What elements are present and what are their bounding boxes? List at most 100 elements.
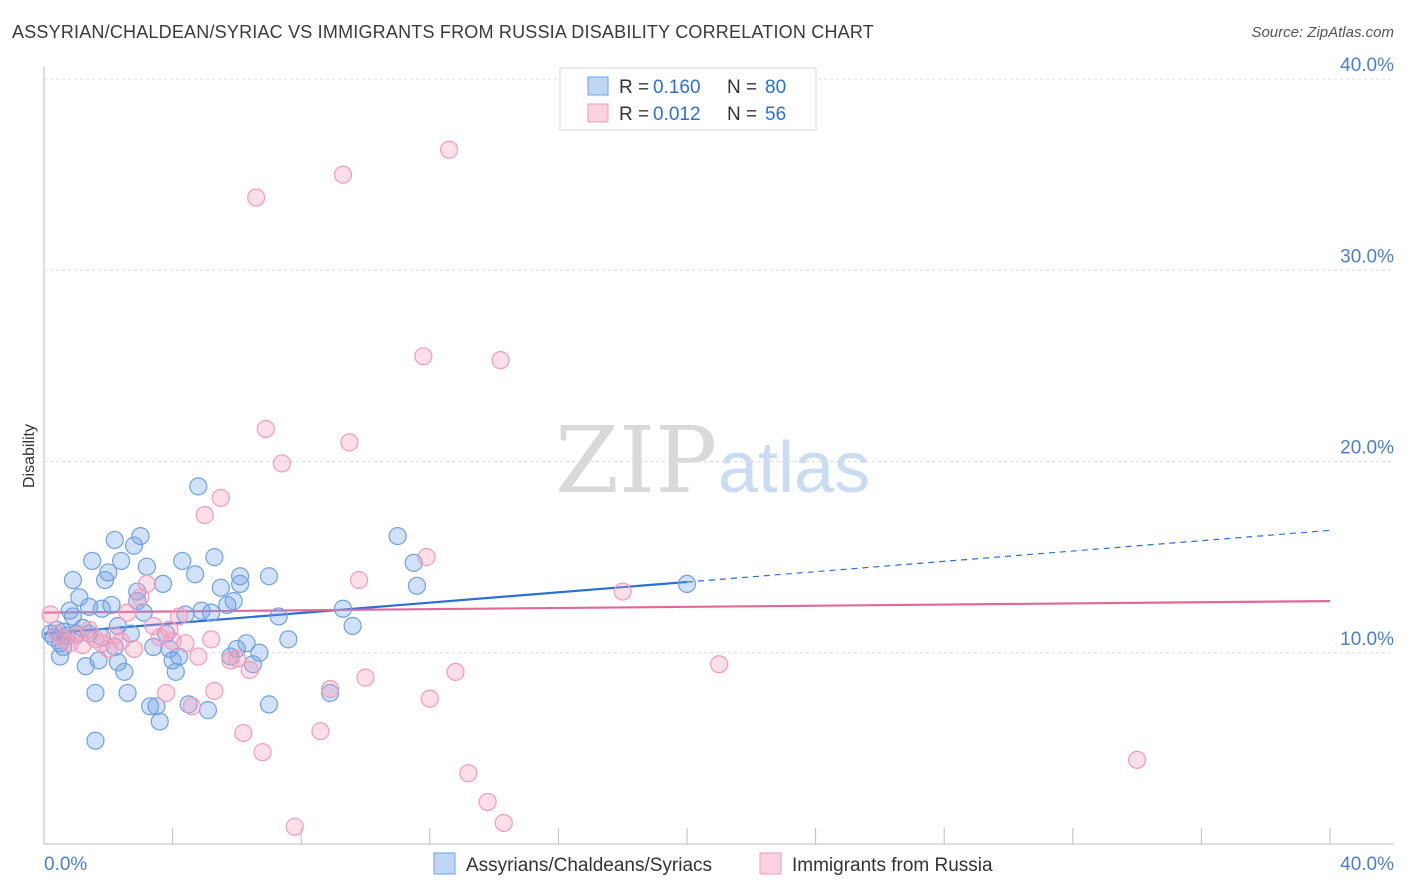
russia-point bbox=[613, 582, 632, 601]
russia-point bbox=[205, 681, 224, 701]
russia-point bbox=[124, 639, 144, 659]
russia-point bbox=[176, 634, 195, 653]
assyrian-point bbox=[179, 695, 198, 714]
russia-point bbox=[41, 605, 60, 624]
assyrian-point bbox=[388, 526, 407, 546]
assyrian-point bbox=[166, 662, 185, 681]
russia-point bbox=[1127, 750, 1147, 769]
assyrian-point bbox=[227, 639, 246, 659]
assyrian-point bbox=[115, 662, 134, 681]
russia-point bbox=[439, 140, 459, 159]
russia-point bbox=[356, 668, 375, 687]
assyrian-point bbox=[231, 574, 250, 594]
assyrian-point bbox=[150, 712, 169, 731]
russia-point bbox=[211, 488, 230, 507]
assyrian-point bbox=[63, 607, 83, 626]
russia-point bbox=[417, 548, 436, 567]
russia-point bbox=[202, 630, 221, 649]
russia-point bbox=[247, 188, 266, 207]
y-tick-label: 30.0% bbox=[1340, 246, 1394, 267]
assyrian-point bbox=[60, 601, 79, 620]
assyrian-point bbox=[140, 697, 160, 716]
assyrian-point bbox=[269, 607, 288, 626]
chart-title: ASSYRIAN/CHALDEAN/SYRIAC VS IMMIGRANTS F… bbox=[12, 22, 874, 42]
assyrian-point bbox=[112, 551, 131, 571]
assyrian-point bbox=[211, 578, 230, 597]
assyrian-point bbox=[198, 701, 218, 720]
stats-r-label: R = bbox=[619, 104, 649, 125]
russia-point bbox=[253, 743, 272, 762]
assyrian-point bbox=[173, 551, 192, 571]
assyrian-point bbox=[231, 567, 250, 586]
series-legend-swatch bbox=[433, 852, 456, 875]
russia-point bbox=[118, 603, 137, 622]
stats-legend-swatch bbox=[587, 103, 609, 123]
russia-point bbox=[169, 607, 189, 626]
russia-point bbox=[349, 570, 369, 590]
watermark-zip: ZIP bbox=[555, 407, 717, 514]
assyrian-point bbox=[186, 565, 205, 584]
russia-point bbox=[478, 792, 497, 812]
russia-point bbox=[189, 647, 208, 666]
assyrian-point bbox=[153, 574, 173, 594]
russia-point bbox=[494, 813, 513, 833]
series-legend-swatch bbox=[759, 852, 782, 875]
assyrian-point bbox=[70, 588, 89, 607]
assyrian-point bbox=[137, 557, 156, 576]
russia-point bbox=[157, 683, 176, 703]
russia-point bbox=[459, 764, 478, 783]
assyrian-point bbox=[407, 576, 427, 595]
x-tick-label-min: 0.0% bbox=[44, 854, 87, 875]
russia-point bbox=[182, 697, 201, 716]
russia-point bbox=[710, 655, 729, 674]
russia-point bbox=[79, 620, 99, 639]
assyrian-point bbox=[108, 653, 128, 672]
assyrian-point bbox=[134, 603, 153, 622]
russia-point bbox=[285, 817, 304, 836]
series-legend-label: Assyrians/Chaldeans/Syriacs bbox=[466, 855, 712, 876]
stats-n-value: 56 bbox=[765, 104, 786, 125]
russia-point bbox=[420, 689, 439, 708]
source-attribution: Source: ZipAtlas.com bbox=[1251, 24, 1394, 41]
stats-r-label: R = bbox=[619, 77, 649, 98]
assyrian-point bbox=[47, 620, 66, 639]
assyrian-point bbox=[202, 603, 221, 622]
assyrian-point bbox=[131, 526, 150, 546]
assyrian-point bbox=[250, 643, 269, 662]
stats-legend-swatch bbox=[587, 76, 609, 96]
russia-point bbox=[137, 574, 156, 594]
assyrian-point bbox=[99, 563, 118, 582]
stats-n-label: N = bbox=[727, 77, 757, 98]
assyrian-point bbox=[189, 477, 208, 496]
assyrian-point bbox=[677, 574, 697, 594]
assyrian-point bbox=[259, 695, 279, 714]
russia-point bbox=[195, 505, 214, 525]
russia-point bbox=[311, 722, 330, 741]
assyrian-point bbox=[86, 731, 105, 750]
russia-point bbox=[234, 723, 253, 743]
stats-n-label: N = bbox=[727, 104, 757, 125]
assyrian-point bbox=[259, 567, 279, 586]
stats-r-value: 0.012 bbox=[653, 104, 701, 125]
russia-point bbox=[321, 679, 340, 699]
y-axis-title: Disability bbox=[21, 424, 38, 488]
assyrian-point bbox=[144, 637, 163, 657]
watermark-atlas: atlas bbox=[718, 428, 870, 508]
assyrian-point bbox=[237, 634, 256, 653]
assyrian-point bbox=[147, 697, 166, 716]
x-tick-label-max: 40.0% bbox=[1340, 854, 1394, 875]
assyrian-point bbox=[224, 592, 243, 611]
assyrian-point bbox=[118, 683, 137, 703]
stats-legend-box bbox=[559, 67, 817, 131]
assyrian-point bbox=[243, 655, 263, 674]
y-tick-label: 40.0% bbox=[1340, 55, 1394, 76]
assyrian-point bbox=[128, 582, 147, 601]
russia-point bbox=[160, 620, 179, 639]
assyrian-point bbox=[92, 599, 111, 618]
stats-r-value: 0.160 bbox=[653, 77, 701, 98]
assyrian-point bbox=[102, 595, 121, 615]
assyrian-trend-extension bbox=[686, 529, 1331, 583]
russia-point bbox=[256, 419, 275, 439]
y-tick-label: 10.0% bbox=[1340, 629, 1394, 650]
